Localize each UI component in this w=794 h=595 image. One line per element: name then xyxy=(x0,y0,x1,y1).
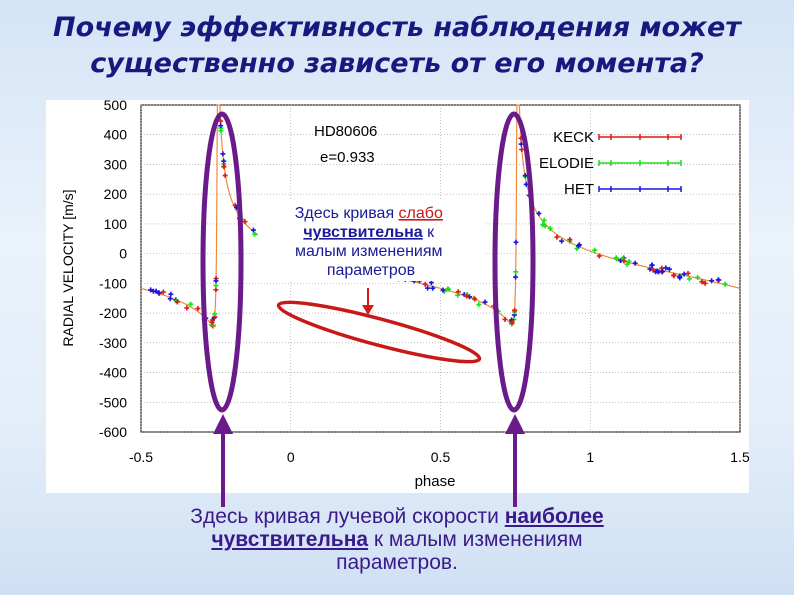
x-tick-label: -0.5 xyxy=(129,449,153,465)
inner-caption: Здесь кривая слабо чувствительна к малым… xyxy=(295,205,448,279)
eccentricity-label: e=0.933 xyxy=(320,149,375,166)
bottom-caption-pre: Здесь кривая лучевой скорости xyxy=(190,505,505,528)
y-tick-label: 500 xyxy=(104,100,128,113)
chart-panel: 500 400 300 200 100 0 -100 -200 -300 -400 -500 -600… xyxy=(46,100,749,493)
inner-caption-pre: Здесь кривая xyxy=(295,205,399,222)
inner-caption-line4: параметров xyxy=(327,262,415,279)
x-tick-labels: -0.5 0 0.5 1 1.5 xyxy=(129,449,749,465)
y-tick-label: 100 xyxy=(104,216,128,232)
slide-title: Почему эффективность наблюдения может су… xyxy=(0,10,794,82)
y-tick-label: 300 xyxy=(104,156,128,172)
y-axis-label: RADIAL VELOCITY [m/s] xyxy=(60,189,76,346)
periastron-ellipse-left xyxy=(200,111,244,413)
title-line-2: существенно зависеть от его момента? xyxy=(90,48,704,79)
y-tick-label: -500 xyxy=(99,394,127,410)
x-axis-label: phase xyxy=(415,473,456,490)
x-tick-label: 0.5 xyxy=(431,449,451,465)
bottom-caption-line-3: параметров. xyxy=(336,551,458,574)
y-tick-label: 200 xyxy=(104,186,128,202)
y-tick-label: 0 xyxy=(119,246,127,262)
x-tick-label: 1 xyxy=(586,449,594,465)
object-name-label: HD80606 xyxy=(314,123,377,140)
y-tick-labels: 500 400 300 200 100 0 -100 -200 -300 -400 -500 -600 xyxy=(99,100,127,440)
bottom-caption-naibolee: наиболее xyxy=(504,505,604,528)
inner-caption-arrowhead xyxy=(362,305,374,315)
purple-arrow-right-head xyxy=(505,414,525,434)
bottom-caption: Здесь кривая лучевой скорости наиболее ч… xyxy=(120,505,674,574)
flat-region-ellipse xyxy=(276,300,482,364)
legend: KECK ELODIE HET xyxy=(539,129,681,198)
y-tick-label: -400 xyxy=(99,365,127,381)
inner-caption-box xyxy=(258,199,484,281)
inner-caption-slabo: слабо xyxy=(399,205,443,222)
radial-velocity-chart: 500 400 300 200 100 0 -100 -200 -300 -400 -500 -600… xyxy=(60,100,749,493)
legend-label-keck: KECK xyxy=(553,129,594,146)
purple-arrow-shafts-outside xyxy=(221,493,517,507)
y-tick-label: -200 xyxy=(99,305,127,321)
legend-label-elodie: ELODIE xyxy=(539,155,594,172)
inner-caption-line3: малым изменениям xyxy=(295,243,443,260)
inner-caption-k: к xyxy=(423,224,435,241)
bottom-caption-chuvstv: чувствительна xyxy=(211,528,369,551)
legend-label-het: HET xyxy=(564,181,594,198)
y-tick-label: 400 xyxy=(104,127,128,143)
x-tick-label: 1.5 xyxy=(730,449,749,465)
purple-arrow-left-head xyxy=(213,414,233,434)
legend-markers xyxy=(598,134,682,192)
bottom-caption-line-1: Здесь кривая лучевой скорости наиболее xyxy=(120,505,674,528)
periastron-ellipse-right xyxy=(492,111,536,413)
inner-caption-chuvstv: чувствительна xyxy=(303,224,422,241)
y-tick-label: -100 xyxy=(99,275,127,291)
bottom-caption-line-2: чувствительна к малым изменениям xyxy=(120,528,674,551)
bottom-caption-post: к малым изменениям xyxy=(368,528,583,551)
y-tick-label: -600 xyxy=(99,424,127,440)
y-tick-label: -300 xyxy=(99,335,127,351)
x-tick-label: 0 xyxy=(287,449,295,465)
title-line-1: Почему эффективность наблюдения может xyxy=(53,12,741,43)
